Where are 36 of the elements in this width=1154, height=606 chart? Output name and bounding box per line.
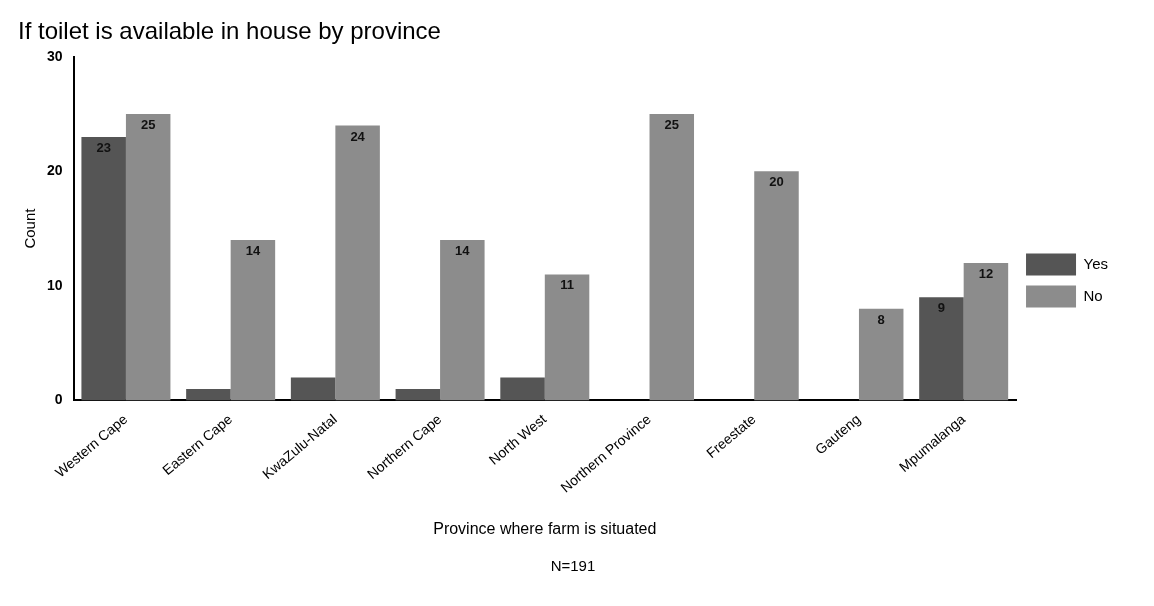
bar xyxy=(649,114,695,401)
bar xyxy=(395,388,441,401)
data-label: 14 xyxy=(455,243,471,259)
bar xyxy=(125,114,171,401)
y-tick-label: 20 xyxy=(46,162,63,179)
bar xyxy=(963,262,1009,401)
data-label: 25 xyxy=(664,117,680,133)
bar xyxy=(544,274,590,401)
data-label: 9 xyxy=(937,300,946,316)
y-tick-label: 0 xyxy=(54,391,63,408)
data-label: 25 xyxy=(140,117,156,133)
chart-title: If toilet is available in house by province xyxy=(18,17,441,45)
bar xyxy=(858,308,904,401)
data-label: 20 xyxy=(769,174,784,190)
bar xyxy=(919,297,964,401)
bar xyxy=(290,377,336,401)
data-label: 24 xyxy=(350,128,366,144)
data-label: 8 xyxy=(877,311,885,327)
data-label: 23 xyxy=(96,140,111,156)
y-tick-label: 10 xyxy=(46,276,63,293)
data-label: 11 xyxy=(560,277,574,293)
y-axis-title: Count xyxy=(21,207,39,249)
bar xyxy=(186,388,231,401)
bar xyxy=(754,171,799,401)
text: N=191 xyxy=(549,557,597,574)
y-tick-label: 30 xyxy=(46,47,63,64)
legend-label: No xyxy=(1083,286,1103,304)
x-axis-title: Province where farm is situated xyxy=(433,519,657,537)
bar xyxy=(440,240,485,401)
bar xyxy=(230,240,276,401)
legend-label: Yes xyxy=(1083,254,1109,272)
data-label: 12 xyxy=(978,266,994,282)
bar xyxy=(500,377,545,401)
bar xyxy=(81,136,126,401)
data-label: 14 xyxy=(245,243,261,259)
bar xyxy=(335,125,380,401)
